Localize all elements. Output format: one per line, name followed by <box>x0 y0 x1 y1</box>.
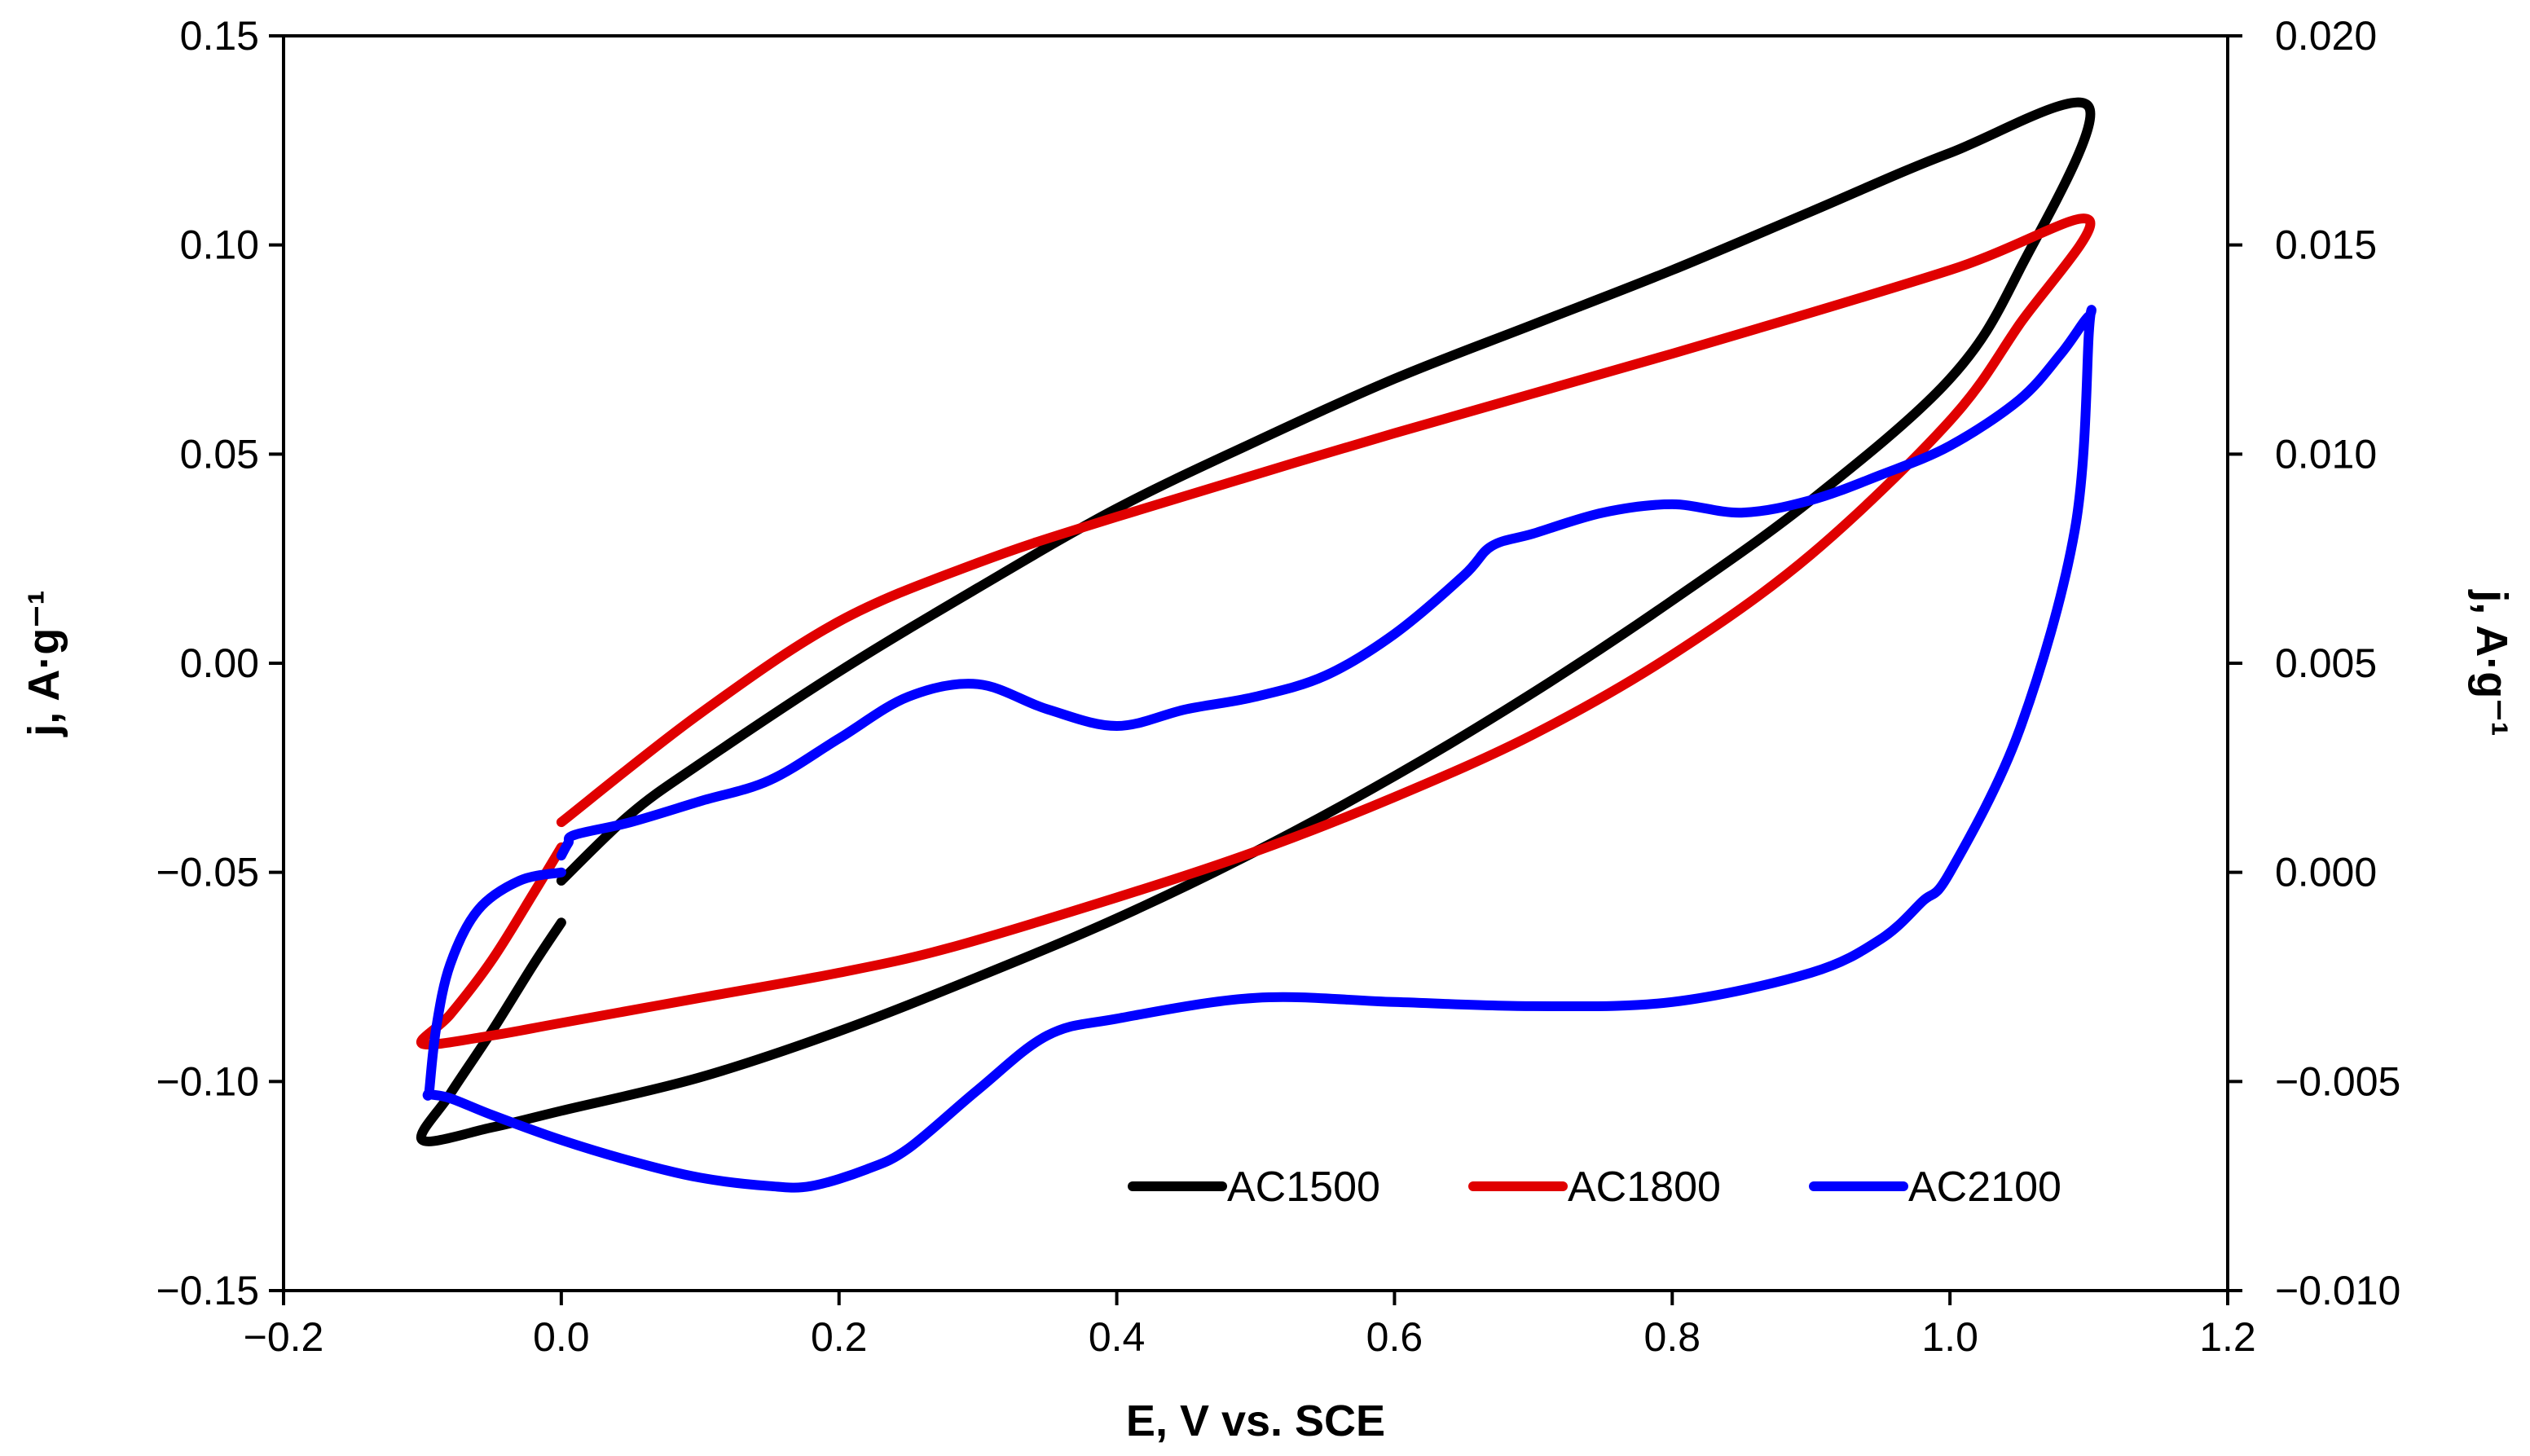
y2-tick-label: 0.015 <box>2275 222 2377 268</box>
y2-tick-label: 0.020 <box>2275 13 2377 59</box>
x-tick-label: 0.4 <box>1089 1314 1146 1360</box>
y2-tick-label: 0.005 <box>2275 640 2377 686</box>
y-tick-label: 0.00 <box>180 640 259 686</box>
curves <box>416 97 2097 1193</box>
series-ac1800-curve <box>416 213 2096 1050</box>
y2-tick-label: −0.005 <box>2275 1058 2400 1104</box>
y-tick-label: −0.15 <box>156 1268 259 1313</box>
x-tick-label: 1.0 <box>1921 1314 1978 1360</box>
x-tick-label: −0.2 <box>244 1314 324 1360</box>
legend-label-ac2100: AC2100 <box>1908 1163 2061 1211</box>
x-tick-label: 0.8 <box>1644 1314 1701 1360</box>
x-tick-label: 1.2 <box>2199 1314 2256 1360</box>
y-tick-label: −0.05 <box>156 850 259 895</box>
y-tick-label: 0.05 <box>180 431 259 477</box>
y2-tick-label: −0.010 <box>2275 1268 2400 1313</box>
x-axis-title: E, V vs. SCE <box>1126 1397 1385 1445</box>
y-tick-label: −0.10 <box>156 1058 259 1104</box>
legend-label-ac1800: AC1800 <box>1568 1163 1721 1211</box>
y-tick-label: 0.10 <box>180 222 259 268</box>
x-tick-label: 0.6 <box>1366 1314 1423 1360</box>
y2-axis-ticks: −0.010 −0.005 0.000 0.005 0.010 0.015 0.020 <box>2228 13 2400 1313</box>
series-ac1500-curve <box>416 97 2096 1146</box>
legend-label-ac1500: AC1500 <box>1227 1163 1380 1211</box>
plot-frame <box>282 34 2229 1292</box>
y2-tick-label: 0.010 <box>2275 431 2377 477</box>
x-tick-label: 0.0 <box>533 1314 590 1360</box>
series-ac2100-curve <box>422 305 2097 1193</box>
legend: AC1500 AC1800 AC2100 <box>1128 1163 2061 1211</box>
x-axis-ticks: −0.2 0.0 0.2 0.4 0.6 0.8 1.0 1.2 <box>244 1291 2256 1360</box>
y-axis-title: j, A·g⁻¹ <box>20 590 68 737</box>
y-tick-label: 0.15 <box>180 13 259 59</box>
y2-axis-title: j, A·g⁻¹ <box>2467 589 2516 736</box>
y-axis-ticks: −0.15 −0.10 −0.05 0.00 0.05 0.10 0.15 <box>156 13 284 1313</box>
x-tick-label: 0.2 <box>811 1314 868 1360</box>
y2-tick-label: 0.000 <box>2275 850 2377 895</box>
